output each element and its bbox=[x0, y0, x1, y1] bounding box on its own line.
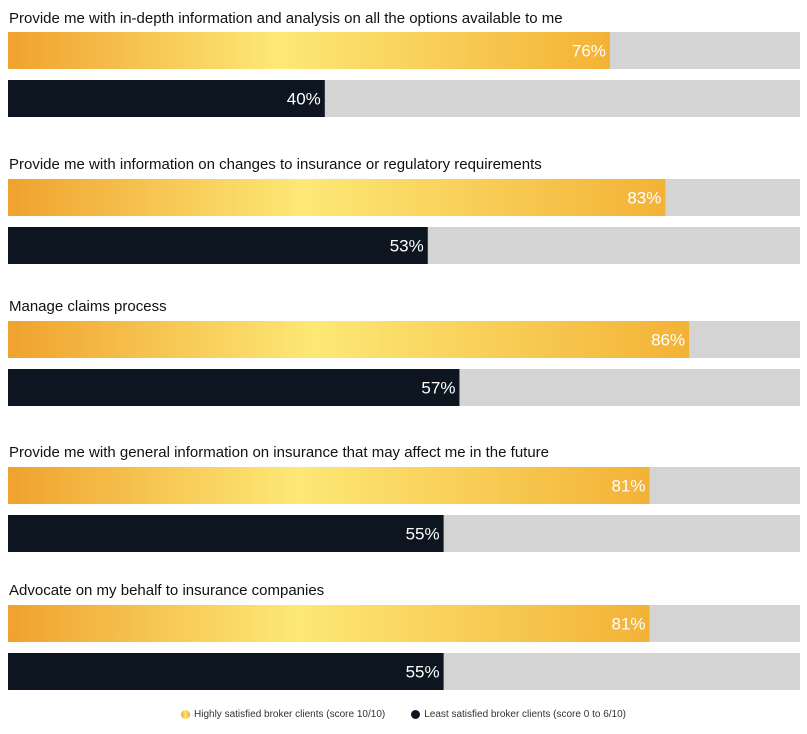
category-label-1: Provide me with in-depth information and… bbox=[9, 10, 563, 27]
bar-highly-satisfied-2 bbox=[8, 179, 666, 216]
data-label-least-satisfied-5: 55% bbox=[406, 663, 440, 682]
legend-label-highly-satisfied: Highly satisfied broker clients (score 1… bbox=[194, 709, 386, 720]
legend-dark-dot-icon bbox=[411, 710, 421, 719]
bar-highly-satisfied-3 bbox=[8, 321, 690, 358]
data-label-highly-satisfied-1: 76% bbox=[572, 42, 606, 61]
data-label-least-satisfied-2: 53% bbox=[390, 237, 424, 256]
data-label-least-satisfied-3: 57% bbox=[421, 379, 455, 398]
category-label-5: Advocate on my behalf to insurance compa… bbox=[9, 582, 324, 599]
legend: Highly satisfied broker clients (score 1… bbox=[0, 709, 807, 720]
bar-highly-satisfied-1 bbox=[8, 32, 610, 69]
bar-least-satisfied-5 bbox=[8, 653, 444, 690]
data-label-highly-satisfied-4: 81% bbox=[611, 477, 645, 496]
bar-least-satisfied-2 bbox=[8, 227, 428, 264]
bar-least-satisfied-1 bbox=[8, 80, 325, 117]
category-label-2: Provide me with information on changes t… bbox=[9, 156, 542, 173]
bar-least-satisfied-3 bbox=[8, 369, 460, 406]
bar-highly-satisfied-4 bbox=[8, 467, 650, 504]
bar-least-satisfied-4 bbox=[8, 515, 444, 552]
data-label-highly-satisfied-5: 81% bbox=[611, 615, 645, 634]
category-label-4: Provide me with general information on i… bbox=[9, 444, 549, 461]
data-label-highly-satisfied-3: 86% bbox=[651, 331, 685, 350]
data-label-least-satisfied-4: 55% bbox=[406, 525, 440, 544]
data-label-highly-satisfied-2: 83% bbox=[627, 189, 661, 208]
legend-gold-dot-icon bbox=[181, 710, 191, 719]
category-label-3: Manage claims process bbox=[9, 298, 167, 315]
bar-highly-satisfied-5 bbox=[8, 605, 650, 642]
legend-item-least-satisfied: Least satisfied broker clients (score 0 … bbox=[411, 709, 626, 720]
legend-label-least-satisfied: Least satisfied broker clients (score 0 … bbox=[424, 709, 626, 720]
data-label-least-satisfied-1: 40% bbox=[287, 90, 321, 109]
legend-item-highly-satisfied: Highly satisfied broker clients (score 1… bbox=[181, 709, 385, 720]
